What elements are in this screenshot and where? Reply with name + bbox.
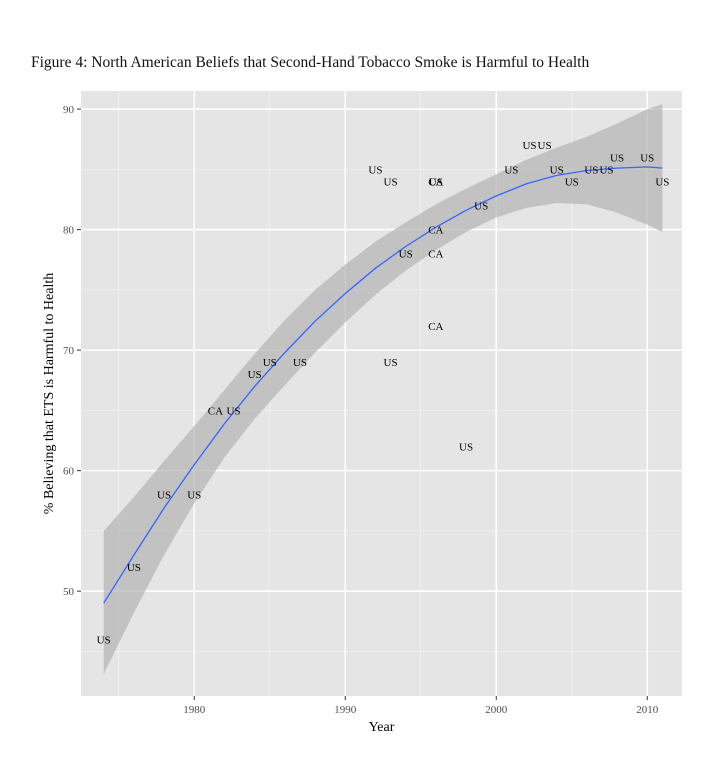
point-label: US <box>610 152 624 164</box>
y-tick-label: 50 <box>63 586 75 598</box>
point-label: US <box>474 200 488 212</box>
y-axis-label: % Believing that ETS is Harmful to Healt… <box>42 273 57 514</box>
point-label: US <box>550 164 564 176</box>
point-label: US <box>399 249 413 261</box>
x-axis-label: Year <box>369 720 395 735</box>
x-axis-ticks: 1980 1990 2000 2010 <box>183 696 659 716</box>
point-label: US <box>640 152 654 164</box>
x-tick-label: 1990 <box>334 704 357 716</box>
y-tick-label: 70 <box>63 345 75 357</box>
point-label: US <box>384 357 398 369</box>
point-label: US <box>522 140 536 152</box>
major-gridlines <box>81 91 682 696</box>
y-axis-ticks: 50 60 70 80 90 <box>63 104 81 598</box>
y-tick-label: 80 <box>63 225 75 237</box>
point-label: CA <box>428 176 443 188</box>
point-label: US <box>584 164 598 176</box>
y-tick-label: 90 <box>63 104 75 116</box>
point-label: CA <box>428 321 443 333</box>
x-tick-label: 1980 <box>183 704 206 716</box>
point-label: US <box>655 176 669 188</box>
point-label: US <box>157 490 171 502</box>
point-label: US <box>565 176 579 188</box>
point-label: US <box>538 140 552 152</box>
point-label: CA <box>208 405 223 417</box>
point-label: US <box>504 164 518 176</box>
point-label: US <box>226 405 240 417</box>
point-label: US <box>97 634 111 646</box>
smooth-trend-line <box>103 166 663 604</box>
confidence-ribbon <box>103 104 663 675</box>
point-label: US <box>429 176 443 188</box>
point-label: US <box>293 357 307 369</box>
chart-title: Figure 4: North American Beliefs that Se… <box>31 54 590 71</box>
point-label: US <box>248 369 262 381</box>
point-label: CA <box>428 225 443 237</box>
x-tick-label: 2000 <box>485 704 508 716</box>
y-tick-label: 60 <box>63 466 75 478</box>
point-label: US <box>459 442 473 454</box>
point-label: CA <box>428 249 443 261</box>
x-tick-label: 2010 <box>636 704 659 716</box>
point-label: US <box>368 164 382 176</box>
point-label: US <box>599 164 613 176</box>
point-label: US <box>263 357 277 369</box>
point-label: US <box>127 562 141 574</box>
point-label: US <box>384 176 398 188</box>
point-label: US <box>187 490 201 502</box>
